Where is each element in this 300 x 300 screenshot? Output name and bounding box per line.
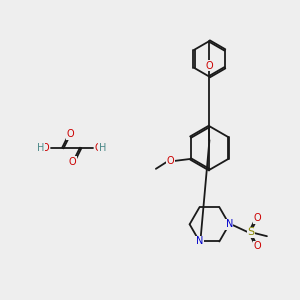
Text: O: O [253,241,261,251]
Text: S: S [248,227,255,237]
Text: O: O [41,143,49,153]
Text: O: O [69,157,76,167]
Text: O: O [67,129,75,139]
Text: N: N [196,236,203,247]
Text: H: H [99,143,106,153]
Text: O: O [253,213,261,224]
Text: O: O [94,143,102,153]
Text: O: O [206,61,213,71]
Text: H: H [37,143,45,153]
Text: N: N [226,219,233,229]
Text: O: O [167,156,175,166]
